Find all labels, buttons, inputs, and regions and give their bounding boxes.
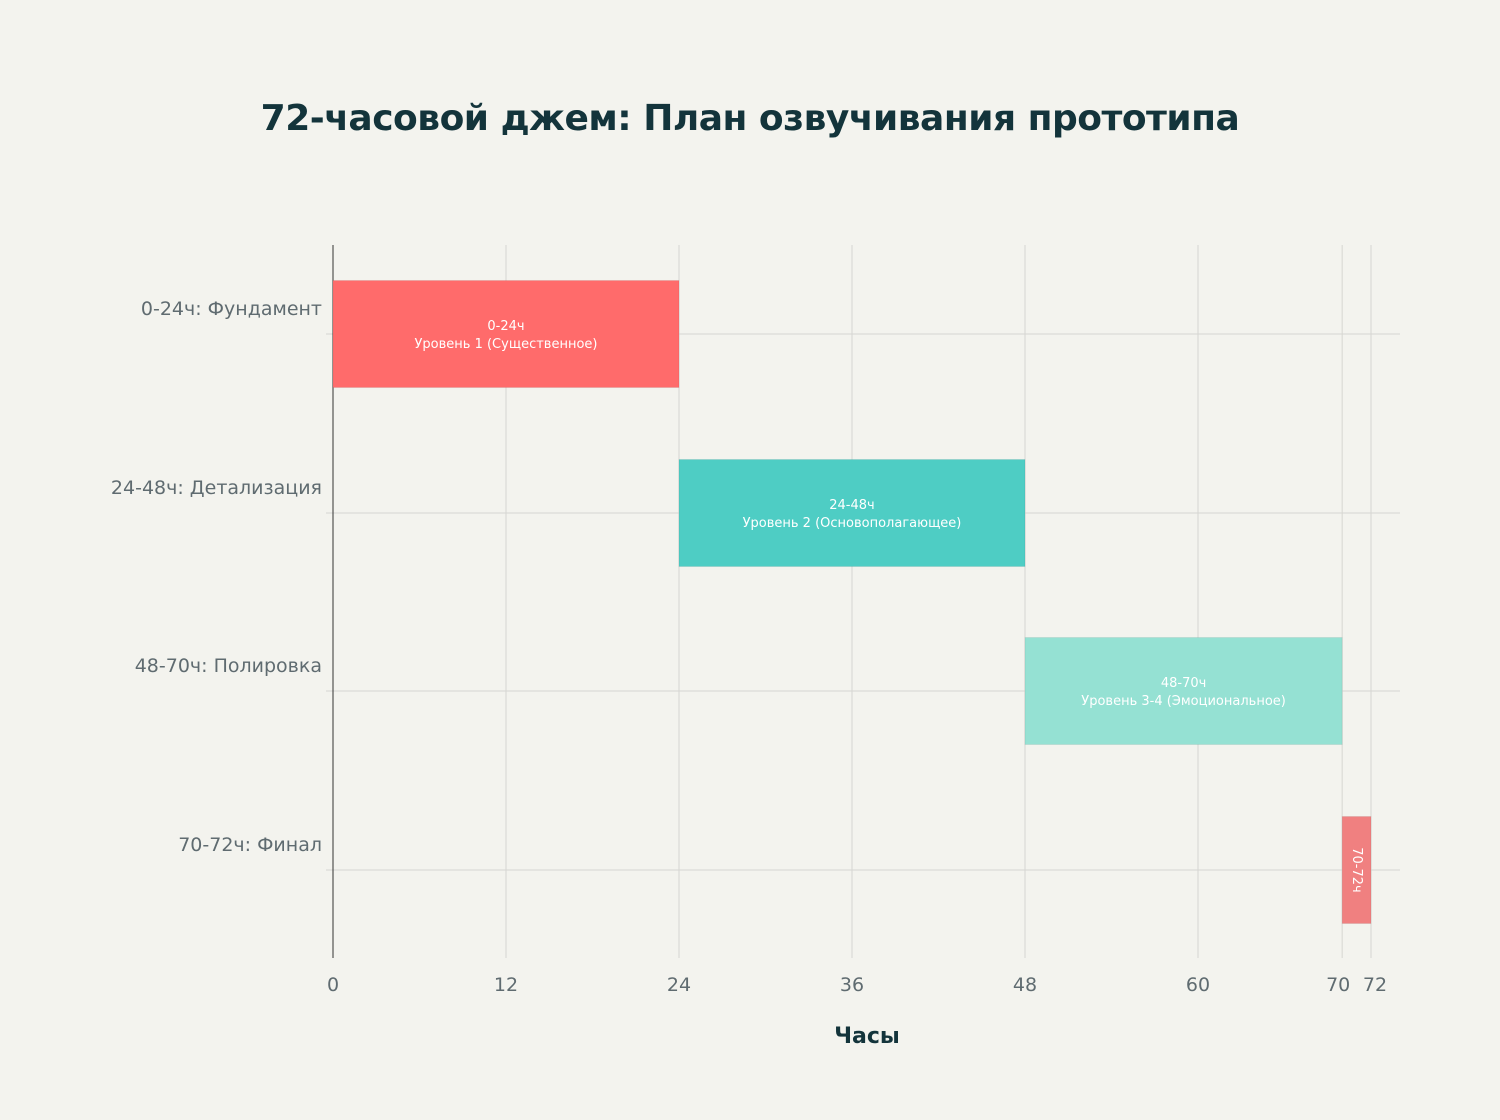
bar	[1341, 816, 1372, 924]
bar	[1024, 637, 1343, 745]
y-category-label: 48-70ч: Полировка	[135, 655, 322, 677]
y-category-label: 0-24ч: Фундамент	[141, 298, 322, 320]
bar	[332, 280, 680, 388]
x-tick-label: 36	[840, 974, 864, 996]
bar-label-level: Уровень 3-4 (Эмоциональное)	[1081, 694, 1286, 709]
bar-label-range: 48-70ч	[1161, 676, 1206, 691]
bar	[678, 459, 1026, 567]
x-tick-label: 24	[667, 974, 691, 996]
bar-label-range: 24-48ч	[829, 498, 874, 513]
x-tick-label: 72	[1363, 974, 1387, 996]
bar-label-range: 0-24ч	[487, 319, 524, 334]
x-tick-label: 0	[327, 974, 339, 996]
x-axis-title: Часы	[834, 1024, 900, 1049]
y-category-label: 24-48ч: Детализация	[111, 477, 322, 499]
y-category-label: 70-72ч: Финал	[178, 834, 322, 856]
chart-title: 72-часовой джем: План озвучивания протот…	[260, 98, 1240, 139]
bar-label: 70-72ч	[1349, 847, 1364, 892]
x-tick-label: 12	[494, 974, 518, 996]
x-tick-label: 48	[1013, 974, 1037, 996]
x-tick-label: 60	[1186, 974, 1210, 996]
bar-label-level: Уровень 2 (Основополагающее)	[743, 516, 962, 531]
bar-label-level: Уровень 1 (Существенное)	[415, 337, 598, 352]
x-tick-label: 70	[1326, 974, 1350, 996]
